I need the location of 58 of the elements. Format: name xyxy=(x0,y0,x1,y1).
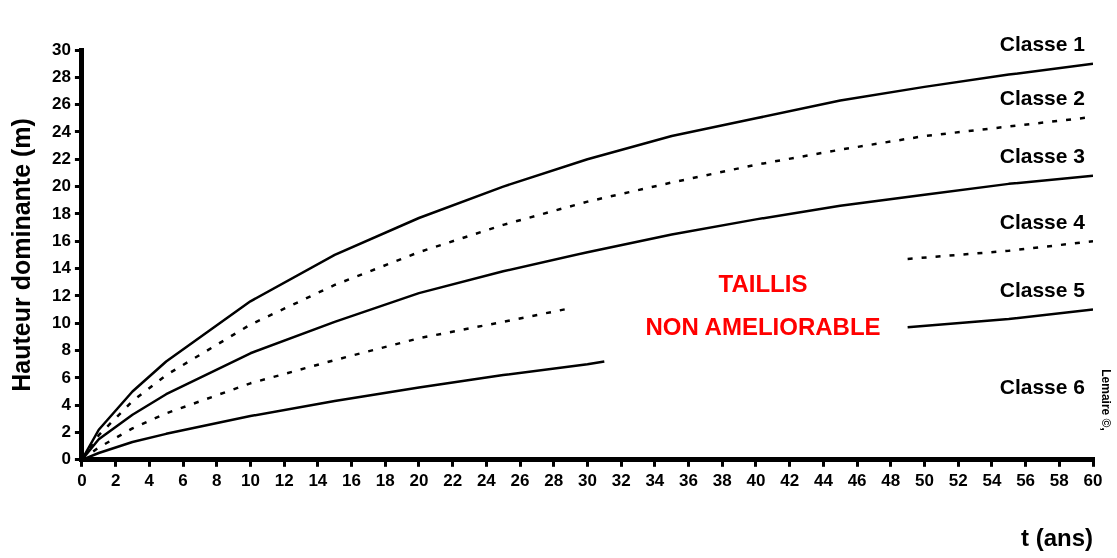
x-tick-label: 8 xyxy=(211,470,222,490)
y-tick-label: 16 xyxy=(51,230,71,250)
y-tick-label: 18 xyxy=(51,203,71,223)
x-tick-label: 46 xyxy=(847,470,867,490)
x-tick-label: 4 xyxy=(144,470,155,490)
x-tick-label: 18 xyxy=(375,470,395,490)
x-tick-label: 22 xyxy=(443,470,463,490)
y-tick-label: 4 xyxy=(61,394,72,414)
x-tick-label: 40 xyxy=(746,470,766,490)
y-tick-label: 12 xyxy=(51,285,71,305)
y-tick-label: 26 xyxy=(51,94,71,114)
series-label: Classe 4 xyxy=(999,210,1086,234)
text: Lemaire ©, xyxy=(1098,369,1113,431)
y-tick-label: 30 xyxy=(51,39,71,59)
annotation: NON AMELIORABLE xyxy=(645,312,881,340)
x-tick-label: 58 xyxy=(1049,470,1069,490)
y-tick-label: 22 xyxy=(51,148,71,168)
x-tick-label: 32 xyxy=(611,470,631,490)
x-tick-label: 30 xyxy=(577,470,597,490)
y-tick-label: 28 xyxy=(51,67,71,87)
x-axis-title: t (ans) xyxy=(1021,524,1093,552)
x-tick-label: 10 xyxy=(240,470,260,490)
x-tick-label: 20 xyxy=(409,470,429,490)
x-tick-label: 38 xyxy=(712,470,732,490)
x-tick-label: 12 xyxy=(274,470,294,490)
x-tick-label: 44 xyxy=(813,470,834,490)
y-axis-title: Hauteur dominante (m) xyxy=(6,118,35,392)
x-tick-label: 24 xyxy=(476,470,497,490)
y-tick-label: 14 xyxy=(51,258,72,278)
x-tick-label: 16 xyxy=(342,470,361,490)
x-tick-label: 0 xyxy=(77,470,87,490)
series-label: Classe 3 xyxy=(999,144,1085,168)
x-tick-label: 28 xyxy=(544,470,564,490)
series-label: Classe 2 xyxy=(999,85,1085,109)
y-tick-label: 6 xyxy=(61,367,71,387)
x-tick-label: 36 xyxy=(679,470,699,490)
y-tick-label: 2 xyxy=(61,422,71,442)
x-tick-label: 42 xyxy=(780,470,800,490)
annotation: Classe 6 xyxy=(999,374,1085,398)
x-tick-label: 26 xyxy=(510,470,530,490)
x-tick-label: 6 xyxy=(178,470,188,490)
y-tick-label: 24 xyxy=(51,121,72,141)
x-tick-label: 34 xyxy=(645,470,665,490)
series-label: Classe 1 xyxy=(999,32,1086,56)
x-tick-label: 56 xyxy=(1016,470,1036,490)
x-tick-label: 48 xyxy=(881,470,901,490)
y-tick-label: 20 xyxy=(51,176,71,196)
y-tick-label: 0 xyxy=(61,449,71,469)
y-tick-label: 10 xyxy=(51,312,71,332)
series-label: Classe 5 xyxy=(999,278,1086,302)
x-tick-label: 50 xyxy=(915,470,934,490)
x-tick-label: 60 xyxy=(1083,470,1103,490)
y-tick-label: 8 xyxy=(61,340,71,360)
x-tick-label: 2 xyxy=(110,470,121,490)
x-tick-label: 54 xyxy=(982,470,1002,490)
x-tick-label: 52 xyxy=(948,470,968,490)
annotation: TAILLIS xyxy=(718,269,808,297)
x-tick-label: 14 xyxy=(308,470,328,490)
